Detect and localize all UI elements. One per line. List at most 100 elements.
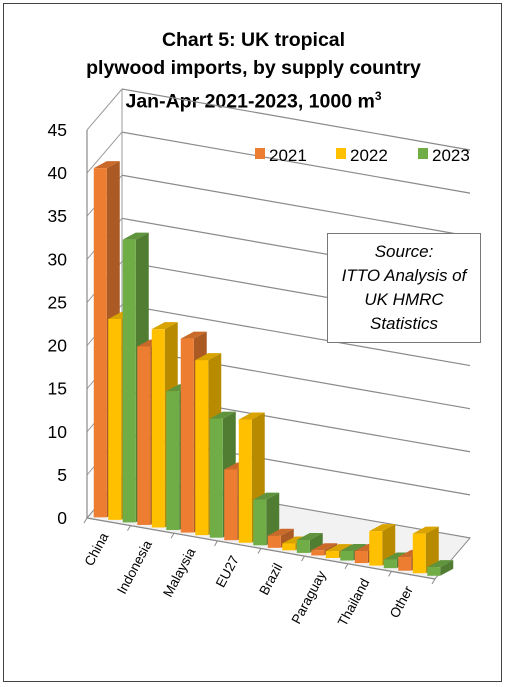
source-note-box: Source: ITTO Analysis of UK HMRC Statist… bbox=[327, 233, 481, 343]
bar-top bbox=[311, 543, 338, 551]
y-tick-label: 45 bbox=[48, 120, 67, 140]
chart-title-line-3-text: Jan-Apr 2021-2023, 1000 m bbox=[125, 90, 375, 113]
gridline-side bbox=[86, 88, 123, 131]
x-tick-label: Brazil bbox=[256, 561, 285, 598]
legend-label-2023: 2023 bbox=[432, 146, 470, 165]
source-note-line-2: ITTO Analysis of bbox=[341, 266, 467, 285]
bar-front bbox=[340, 551, 354, 561]
chart-title-line-2: plywood imports, by supply country bbox=[86, 57, 421, 79]
x-tick bbox=[388, 571, 392, 577]
bar-front bbox=[108, 318, 122, 520]
bar-front bbox=[267, 535, 281, 548]
x-tick-label: China bbox=[82, 530, 112, 569]
bar-side bbox=[440, 560, 454, 576]
bar-top bbox=[412, 526, 439, 534]
x-tick-label: Malaysia bbox=[160, 545, 198, 600]
y-tick-label: 35 bbox=[48, 206, 67, 226]
gridline bbox=[121, 88, 471, 151]
chart-title-line-3: Jan-Apr 2021-2023, 1000 m3 bbox=[0, 82, 507, 116]
y-tick-label: 15 bbox=[48, 379, 67, 399]
bar-front bbox=[195, 360, 209, 536]
x-tick bbox=[170, 532, 175, 539]
bar-front bbox=[253, 499, 267, 546]
gridline bbox=[121, 303, 471, 367]
y-axis: 0 5 10 15 20 25 30 35 40 45 bbox=[48, 120, 88, 528]
legend-label-2022: 2022 bbox=[350, 146, 388, 165]
bar-front bbox=[137, 346, 151, 525]
y-tick-label: 0 bbox=[57, 508, 67, 528]
bar-top bbox=[340, 544, 367, 552]
bar-top bbox=[296, 532, 323, 540]
x-tick bbox=[257, 548, 262, 554]
legend-swatch-2023 bbox=[418, 148, 428, 159]
bar-top bbox=[427, 560, 454, 568]
gridline bbox=[121, 347, 471, 410]
source-note-line-4: Statistics bbox=[369, 314, 439, 333]
bar-front bbox=[311, 550, 325, 556]
bar-front bbox=[325, 551, 339, 558]
y-tick-label: 10 bbox=[48, 422, 68, 442]
bar-front bbox=[296, 539, 310, 553]
bar-top bbox=[93, 161, 120, 169]
bar-top bbox=[151, 322, 178, 330]
bar-top bbox=[180, 331, 207, 339]
bar-front bbox=[166, 391, 180, 531]
bar-top bbox=[238, 412, 265, 420]
bar-front bbox=[180, 338, 194, 533]
bar-front bbox=[369, 531, 383, 566]
gridline bbox=[121, 131, 471, 194]
bar-top bbox=[195, 353, 222, 361]
bar-top bbox=[267, 528, 294, 536]
x-tick bbox=[344, 563, 349, 570]
x-tick bbox=[301, 555, 305, 562]
bar-front bbox=[209, 418, 223, 538]
legend-swatch-2021 bbox=[255, 148, 265, 159]
x-tick bbox=[83, 517, 88, 524]
x-tick-label: EU27 bbox=[213, 553, 242, 590]
bar-front bbox=[398, 556, 412, 571]
gridline bbox=[121, 174, 471, 237]
x-tick-label: Indonesia bbox=[114, 537, 155, 596]
gridline-side bbox=[86, 131, 123, 174]
chart-title: Chart 5: UK tropical plywood imports, by… bbox=[0, 26, 507, 116]
source-note-line-1: Source: bbox=[374, 242, 434, 261]
bar-top bbox=[369, 524, 396, 532]
chart-title-line-1: Chart 5: UK tropical bbox=[161, 29, 346, 51]
bar-front bbox=[238, 419, 252, 543]
bar-top bbox=[325, 544, 352, 552]
bars bbox=[93, 161, 454, 576]
x-tick bbox=[127, 525, 131, 531]
legend-label-2021: 2021 bbox=[269, 146, 307, 165]
bar-side bbox=[425, 526, 439, 574]
bar-front bbox=[93, 168, 107, 518]
bar-front bbox=[412, 533, 426, 574]
y-tick-label: 40 bbox=[48, 163, 68, 183]
x-tick-label: Paraguay bbox=[289, 568, 329, 626]
bar-front bbox=[282, 543, 296, 551]
bar-top bbox=[253, 492, 280, 500]
y-tick-label: 25 bbox=[48, 292, 67, 312]
legend-swatch-2022 bbox=[336, 148, 346, 159]
bar-top bbox=[122, 232, 149, 240]
bar-front bbox=[122, 239, 136, 523]
bar-front bbox=[151, 329, 165, 528]
source-note-line-3: UK HMRC bbox=[364, 290, 444, 309]
x-tick-label: Thailand bbox=[335, 576, 373, 629]
chart-title-superscript: 3 bbox=[374, 89, 382, 103]
bar-top bbox=[209, 411, 236, 419]
x-tick bbox=[214, 540, 218, 547]
bar-front bbox=[383, 559, 397, 569]
bar-2022-other bbox=[412, 526, 439, 574]
legend: 2021 2022 2023 bbox=[255, 146, 470, 165]
y-tick-label: 20 bbox=[48, 336, 68, 356]
y-tick-label: 30 bbox=[48, 249, 68, 269]
bar-front bbox=[354, 551, 368, 564]
bar-2023-other bbox=[427, 560, 454, 576]
bar-front bbox=[427, 567, 441, 576]
y-tick-label: 5 bbox=[57, 465, 67, 485]
x-tick bbox=[431, 578, 436, 585]
bar-2023-brazil bbox=[296, 532, 323, 553]
bar-front bbox=[224, 469, 238, 541]
bar-side bbox=[309, 532, 323, 553]
